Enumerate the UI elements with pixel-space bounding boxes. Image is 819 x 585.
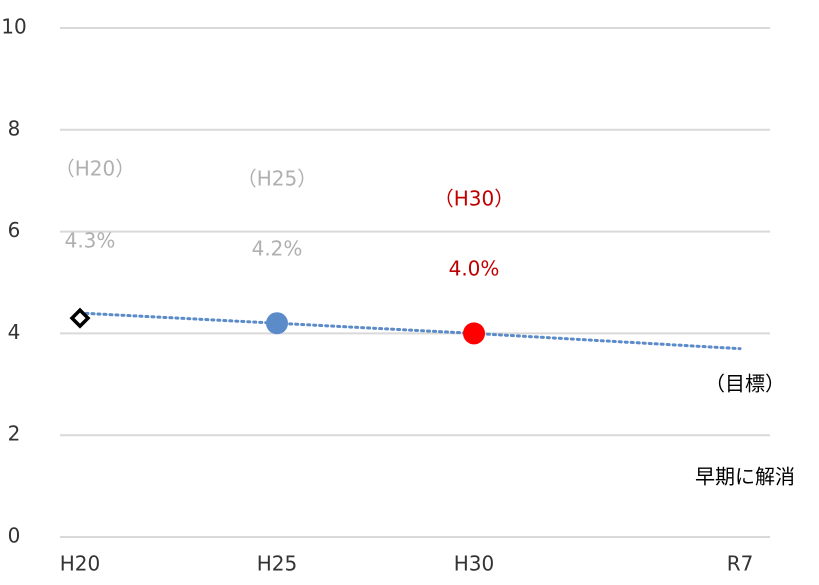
y-tick-label: 0	[8, 524, 21, 548]
period-label: （H20）	[55, 157, 136, 181]
value-label: 4.3%	[65, 229, 116, 253]
x-tick-label: R7	[727, 552, 754, 576]
value-label: 4.0%	[449, 257, 500, 281]
y-tick-label: 4	[8, 320, 21, 344]
y-tick-label: 2	[8, 422, 21, 446]
marker-circle	[266, 312, 288, 335]
marker-circle	[463, 322, 485, 345]
trend-line	[78, 311, 742, 351]
x-tick-label: H25	[257, 552, 298, 576]
period-label: （H25）	[237, 167, 318, 191]
x-tick-label: H30	[454, 552, 495, 576]
value-label: 4.2%	[252, 237, 303, 261]
annotation: （目標）	[705, 372, 785, 396]
marker-diamond	[69, 307, 91, 329]
y-tick-label: 10	[1, 15, 26, 39]
x-tick-label: H20	[60, 552, 101, 576]
y-tick-label: 6	[8, 218, 21, 242]
period-label: （H30）	[434, 187, 515, 211]
annotation: 早期に解消	[695, 465, 795, 489]
y-tick-label: 8	[8, 116, 21, 140]
